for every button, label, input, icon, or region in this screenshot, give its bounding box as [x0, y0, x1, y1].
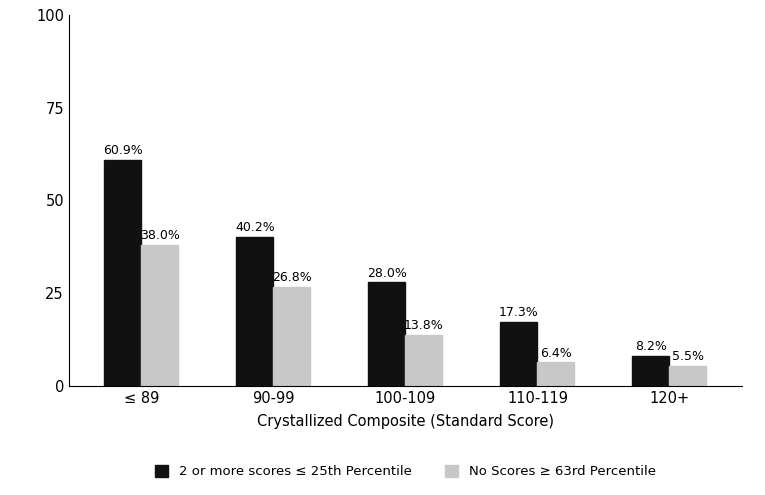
Text: 5.5%: 5.5% [672, 350, 704, 363]
Bar [105, 160, 142, 386]
Bar [538, 362, 575, 386]
Text: 60.9%: 60.9% [103, 145, 143, 157]
Text: 13.8%: 13.8% [404, 319, 444, 332]
Bar [369, 282, 405, 386]
Bar [500, 322, 538, 386]
Text: 17.3%: 17.3% [499, 306, 539, 319]
Bar [405, 335, 442, 386]
Text: 28.0%: 28.0% [367, 266, 407, 280]
Bar [273, 287, 311, 386]
Text: 38.0%: 38.0% [140, 229, 180, 243]
Bar [633, 356, 669, 386]
Text: 26.8%: 26.8% [272, 271, 312, 284]
Legend: 2 or more scores ≤ 25th Percentile, No Scores ≥ 63rd Percentile: 2 or more scores ≤ 25th Percentile, No S… [150, 459, 661, 484]
Text: 6.4%: 6.4% [540, 346, 571, 360]
Text: 40.2%: 40.2% [235, 221, 275, 234]
Bar [236, 237, 273, 386]
Bar [142, 245, 178, 386]
Text: 8.2%: 8.2% [635, 340, 667, 353]
X-axis label: Crystallized Composite (Standard Score): Crystallized Composite (Standard Score) [257, 414, 554, 429]
Bar [669, 366, 706, 386]
